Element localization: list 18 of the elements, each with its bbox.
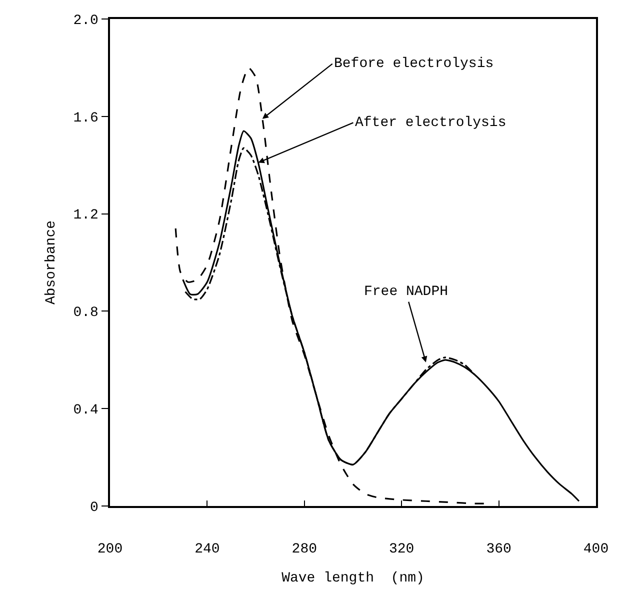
- y-tick-label: 1.2: [73, 208, 98, 224]
- y-tick-label: 0: [90, 500, 98, 516]
- x-tick-label: 320: [388, 542, 414, 558]
- x-axis-title: Wave length (nm): [282, 570, 424, 586]
- y-axis-title: Absorbance: [43, 220, 60, 305]
- y-tick-label: 0.4: [73, 402, 98, 418]
- y-tick-label: 2.0: [73, 12, 98, 29]
- x-tick-label: 200: [97, 542, 123, 558]
- x-tick-label: 240: [194, 542, 220, 558]
- line-series: [184, 147, 476, 466]
- x-tick-label: 280: [292, 542, 318, 558]
- x-tick-label: 360: [486, 542, 512, 558]
- annotation: Before electrolysis: [334, 56, 494, 72]
- annotation: After electrolysis: [355, 115, 506, 131]
- annotation: Free NADPH: [364, 284, 448, 300]
- y-tick-label: 1.6: [73, 110, 98, 126]
- y-tick-label: 0.8: [73, 305, 98, 322]
- x-tick-label: 400: [583, 542, 609, 558]
